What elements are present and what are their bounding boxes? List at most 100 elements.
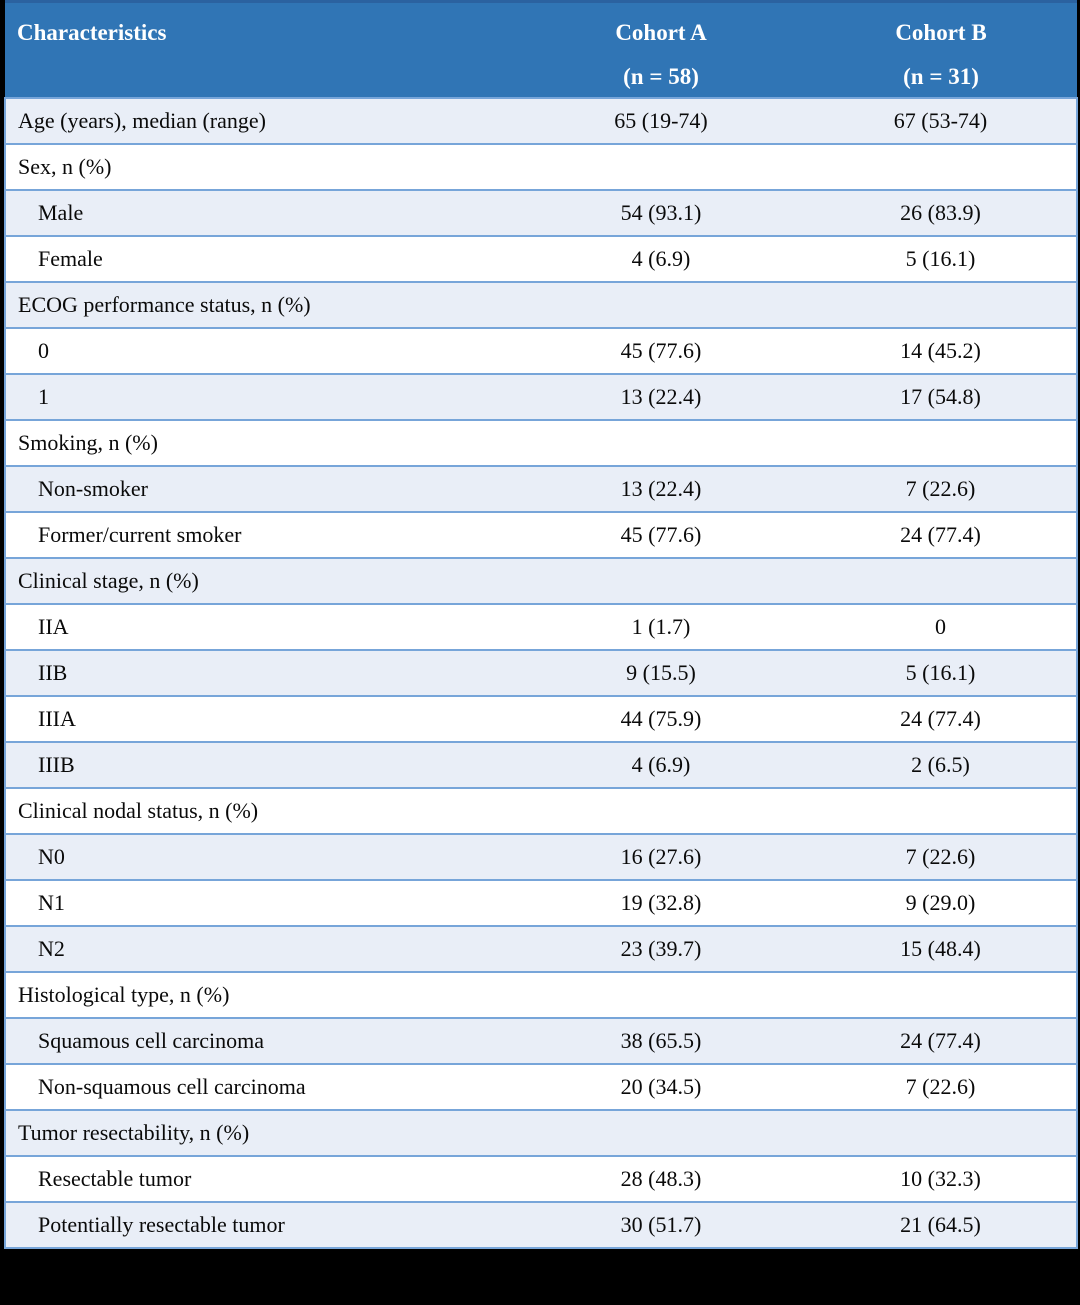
table-row: N1 19 (32.8) 9 (29.0) bbox=[4, 879, 1078, 926]
cohort-b-value: 7 (22.6) bbox=[805, 833, 1078, 880]
cohort-b-value: 7 (22.6) bbox=[805, 1063, 1078, 1110]
cohort-a-value: 23 (39.7) bbox=[517, 925, 805, 972]
patient-characteristics-table: Characteristics Cohort A (n = 58) Cohort… bbox=[4, 0, 1078, 1249]
cohort-b-value: 5 (16.1) bbox=[805, 649, 1078, 696]
cohort-b-count: (n = 31) bbox=[903, 64, 979, 89]
cohort-a-value: 54 (93.1) bbox=[517, 189, 805, 236]
cohort-a-value: 44 (75.9) bbox=[517, 695, 805, 742]
cohort-b-value: 67 (53-74) bbox=[805, 97, 1078, 144]
cohort-a-value: 20 (34.5) bbox=[517, 1063, 805, 1110]
cohort-a-value bbox=[517, 419, 805, 466]
cohort-b-value: 21 (64.5) bbox=[805, 1201, 1078, 1249]
row-category-label: Histological type, n (%) bbox=[4, 971, 517, 1018]
cohort-b-value bbox=[805, 281, 1078, 328]
row-category-label: Clinical nodal status, n (%) bbox=[4, 787, 517, 834]
row-sublabel: 1 bbox=[4, 373, 517, 420]
cohort-b-value: 9 (29.0) bbox=[805, 879, 1078, 926]
cohort-a-value: 38 (65.5) bbox=[517, 1017, 805, 1064]
table-row: Age (years), median (range) 65 (19-74) 67 … bbox=[4, 97, 1078, 144]
cohort-b-value: 14 (45.2) bbox=[805, 327, 1078, 374]
row-category-label: Age (years), median (range) bbox=[4, 97, 517, 144]
cohort-b-value: 26 (83.9) bbox=[805, 189, 1078, 236]
table-row: ECOG performance status, n (%) bbox=[4, 281, 1078, 328]
cohort-b-value bbox=[805, 419, 1078, 466]
header-characteristics-label: Characteristics bbox=[17, 20, 167, 45]
table-row: IIIB 4 (6.9) 2 (6.5) bbox=[4, 741, 1078, 788]
cohort-b-value: 15 (48.4) bbox=[805, 925, 1078, 972]
row-sublabel: Resectable tumor bbox=[4, 1155, 517, 1202]
cohort-a-value: 4 (6.9) bbox=[517, 741, 805, 788]
header-cohort-a: Cohort A (n = 58) bbox=[517, 0, 805, 98]
row-sublabel: Non-squamous cell carcinoma bbox=[4, 1063, 517, 1110]
cohort-a-value: 28 (48.3) bbox=[517, 1155, 805, 1202]
row-sublabel: N0 bbox=[4, 833, 517, 880]
cohort-a-value: 13 (22.4) bbox=[517, 373, 805, 420]
table-body: Age (years), median (range) 65 (19-74) 67 … bbox=[4, 97, 1078, 1249]
row-sublabel: IIA bbox=[4, 603, 517, 650]
cohort-a-value: 16 (27.6) bbox=[517, 833, 805, 880]
row-category-label: Sex, n (%) bbox=[4, 143, 517, 190]
cohort-a-value: 30 (51.7) bbox=[517, 1201, 805, 1249]
cohort-b-value bbox=[805, 557, 1078, 604]
table-row: Resectable tumor 28 (48.3) 10 (32.3) bbox=[4, 1155, 1078, 1202]
row-sublabel: Former/current smoker bbox=[4, 511, 517, 558]
cohort-a-value: 1 (1.7) bbox=[517, 603, 805, 650]
table-row: Tumor resectability, n (%) bbox=[4, 1109, 1078, 1156]
cohort-a-value bbox=[517, 1109, 805, 1156]
row-sublabel: IIIB bbox=[4, 741, 517, 788]
cohort-b-value: 0 bbox=[805, 603, 1078, 650]
cohort-a-value: 9 (15.5) bbox=[517, 649, 805, 696]
cohort-a-count: (n = 58) bbox=[623, 64, 699, 89]
cohort-a-value: 4 (6.9) bbox=[517, 235, 805, 282]
row-category-label: ECOG performance status, n (%) bbox=[4, 281, 517, 328]
table-row: Squamous cell carcinoma 38 (65.5) 24 (77.4… bbox=[4, 1017, 1078, 1064]
cohort-b-value: 10 (32.3) bbox=[805, 1155, 1078, 1202]
table-row: 1 13 (22.4) 17 (54.8) bbox=[4, 373, 1078, 420]
table-row: Non-squamous cell carcinoma 20 (34.5) 7 (2… bbox=[4, 1063, 1078, 1110]
header-characteristics: Characteristics bbox=[5, 0, 517, 98]
table-row: N0 16 (27.6) 7 (22.6) bbox=[4, 833, 1078, 880]
row-sublabel: IIIA bbox=[4, 695, 517, 742]
row-sublabel: Potentially resectable tumor bbox=[4, 1201, 517, 1249]
cohort-b-value: 5 (16.1) bbox=[805, 235, 1078, 282]
row-sublabel: Squamous cell carcinoma bbox=[4, 1017, 517, 1064]
table-row: Non-smoker 13 (22.4) 7 (22.6) bbox=[4, 465, 1078, 512]
table-row: 0 45 (77.6) 14 (45.2) bbox=[4, 327, 1078, 374]
cohort-b-value bbox=[805, 1109, 1078, 1156]
cohort-a-value bbox=[517, 281, 805, 328]
cohort-b-value bbox=[805, 143, 1078, 190]
cohort-a-value bbox=[517, 143, 805, 190]
table-header: Characteristics Cohort A (n = 58) Cohort… bbox=[5, 0, 1077, 98]
row-sublabel: Male bbox=[4, 189, 517, 236]
row-sublabel: N2 bbox=[4, 925, 517, 972]
table-row: Female 4 (6.9) 5 (16.1) bbox=[4, 235, 1078, 282]
row-sublabel: 0 bbox=[4, 327, 517, 374]
table-row: Sex, n (%) bbox=[4, 143, 1078, 190]
row-sublabel: Female bbox=[4, 235, 517, 282]
cohort-b-value: 7 (22.6) bbox=[805, 465, 1078, 512]
cohort-b-value bbox=[805, 971, 1078, 1018]
cohort-a-value: 45 (77.6) bbox=[517, 511, 805, 558]
cohort-a-value: 19 (32.8) bbox=[517, 879, 805, 926]
table-row: Clinical nodal status, n (%) bbox=[4, 787, 1078, 834]
table-row: IIB 9 (15.5) 5 (16.1) bbox=[4, 649, 1078, 696]
cohort-b-title: Cohort B bbox=[895, 20, 987, 45]
table-row: N2 23 (39.7) 15 (48.4) bbox=[4, 925, 1078, 972]
cohort-a-value: 65 (19-74) bbox=[517, 97, 805, 144]
cohort-a-value bbox=[517, 971, 805, 1018]
table-row: IIA 1 (1.7) 0 bbox=[4, 603, 1078, 650]
table-row: Histological type, n (%) bbox=[4, 971, 1078, 1018]
cohort-a-value bbox=[517, 557, 805, 604]
row-sublabel: Non-smoker bbox=[4, 465, 517, 512]
row-sublabel: N1 bbox=[4, 879, 517, 926]
cohort-a-value bbox=[517, 787, 805, 834]
table-row: Potentially resectable tumor 30 (51.7) 21 … bbox=[4, 1201, 1078, 1249]
header-cohort-b: Cohort B (n = 31) bbox=[805, 0, 1077, 98]
cohort-b-value: 24 (77.4) bbox=[805, 1017, 1078, 1064]
header-row: Characteristics Cohort A (n = 58) Cohort… bbox=[5, 0, 1077, 98]
table-row: Former/current smoker 45 (77.6) 24 (77.4) bbox=[4, 511, 1078, 558]
cohort-a-value: 45 (77.6) bbox=[517, 327, 805, 374]
table-row: Clinical stage, n (%) bbox=[4, 557, 1078, 604]
cohort-b-value: 24 (77.4) bbox=[805, 695, 1078, 742]
